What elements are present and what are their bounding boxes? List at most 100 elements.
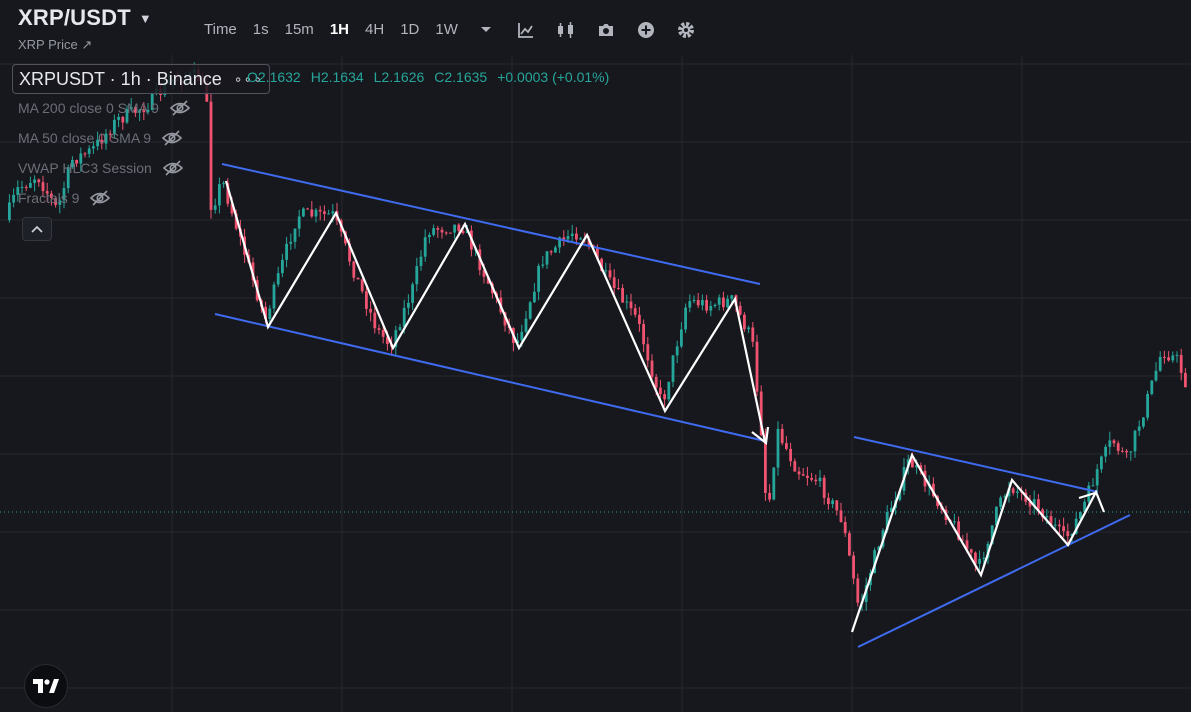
candle-body — [822, 477, 826, 498]
channel-zigzag-line — [224, 180, 767, 443]
candle-body — [999, 497, 1002, 507]
candle-body — [680, 329, 683, 347]
ohlc-open: O2.1632 — [247, 69, 301, 85]
candle-body — [764, 435, 767, 493]
interval-time[interactable]: Time — [204, 21, 237, 38]
candle-body — [843, 522, 847, 534]
camera-icon[interactable] — [593, 17, 619, 43]
candle-body — [453, 224, 456, 233]
eye-off-icon[interactable] — [89, 190, 111, 206]
candle-body — [579, 238, 582, 240]
interval-1s[interactable]: 1s — [252, 21, 269, 38]
symbol-legend[interactable]: XRPUSDT · 1h · Binance ∘∘∘ — [12, 64, 271, 94]
candle-body — [1150, 380, 1154, 394]
candle-body — [671, 355, 675, 382]
candle-body — [226, 183, 230, 204]
candle-body — [1087, 485, 1091, 502]
candle-body — [423, 237, 427, 257]
symbol-name[interactable]: XRP/USDT — [18, 5, 131, 30]
candle-body — [104, 133, 108, 144]
candle-body — [37, 179, 41, 183]
candle-body — [722, 297, 725, 308]
eye-off-icon[interactable] — [161, 130, 183, 146]
candle-body — [327, 213, 330, 215]
candle-body — [150, 93, 154, 110]
candle-body — [503, 312, 507, 326]
candle-body — [1158, 356, 1162, 371]
chevron-down-icon[interactable]: ▼ — [138, 10, 152, 26]
candle-body — [100, 139, 104, 144]
interval-1w[interactable]: 1W — [435, 21, 458, 38]
symbol-subtitle-link[interactable]: XRP Price ↗ — [18, 37, 93, 52]
plus-circle-icon[interactable] — [633, 17, 659, 43]
indicator-fractals[interactable]: Fractals 9 — [18, 187, 111, 209]
ohlc-low: L2.1626 — [373, 69, 425, 85]
candle-body — [612, 277, 616, 288]
candle-body — [932, 483, 935, 497]
candle-body — [768, 492, 771, 500]
drawings-layer — [214, 163, 1131, 648]
indicator-ma200[interactable]: MA 200 close 0 SMA 9 — [18, 97, 191, 119]
candle-body — [1032, 499, 1036, 507]
candle-body — [33, 179, 36, 184]
tradingview-logo[interactable] — [24, 664, 68, 708]
candle-body — [726, 298, 729, 308]
candle-body — [604, 270, 608, 272]
candle-body — [827, 497, 830, 505]
candle-body — [1016, 491, 1019, 493]
candle-body — [533, 291, 536, 303]
eye-off-icon[interactable] — [169, 100, 191, 116]
candle-body — [650, 360, 654, 377]
candle-body — [890, 507, 893, 513]
interval-15m[interactable]: 15m — [284, 21, 314, 38]
candle-body — [969, 549, 973, 553]
ohlc-change: +0.0003 (+0.01%) — [497, 69, 610, 85]
candle-body — [839, 510, 843, 523]
candle-body — [1049, 516, 1053, 525]
candle-body — [692, 299, 696, 302]
candle-body — [281, 259, 284, 274]
candle-body — [146, 109, 150, 113]
symbol-selector[interactable]: XRP/USDT ▼ — [18, 5, 152, 31]
more-icon[interactable]: ∘∘∘ — [233, 70, 264, 87]
candle-body — [314, 209, 318, 217]
candle-body — [814, 479, 818, 482]
candle-body — [831, 500, 834, 505]
candle-body — [684, 307, 687, 330]
candle-body — [990, 525, 994, 544]
ohlc-close: C2.1635 — [434, 69, 488, 85]
candle-body — [45, 191, 49, 194]
collapse-indicators-button[interactable] — [22, 217, 52, 241]
gear-icon[interactable] — [673, 17, 699, 43]
candle-body — [117, 116, 120, 120]
interval-dropdown-icon[interactable] — [473, 17, 499, 43]
candle-body — [276, 273, 280, 285]
candle-body — [1116, 443, 1120, 451]
candle-body — [121, 116, 125, 123]
candle-body — [995, 506, 998, 526]
candle-body — [705, 300, 708, 311]
eye-off-icon[interactable] — [162, 160, 184, 176]
candle-body — [554, 247, 557, 253]
candle-body — [381, 329, 385, 337]
indicator-vwap[interactable]: VWAP HLC3 Session — [18, 157, 184, 179]
candle-body — [1171, 355, 1175, 361]
interval-4h[interactable]: 4H — [365, 21, 385, 38]
candle-body — [1154, 370, 1158, 381]
candle-body — [982, 557, 986, 559]
interval-1h[interactable]: 1H — [329, 21, 349, 38]
candle-body — [617, 287, 620, 289]
candles-icon[interactable] — [553, 17, 579, 43]
indicator-ma50[interactable]: MA 50 close 0 SMA 9 — [18, 127, 183, 149]
chevron-up-icon — [31, 225, 43, 233]
candle-body — [755, 341, 759, 392]
candle-body — [524, 318, 528, 332]
candle-body — [428, 234, 431, 238]
indicator-label: Fractals 9 — [18, 190, 80, 206]
interval-1d[interactable]: 1D — [400, 21, 420, 38]
indicators-icon[interactable] — [513, 17, 539, 43]
candle-body — [348, 243, 351, 262]
candle-body — [486, 276, 490, 284]
